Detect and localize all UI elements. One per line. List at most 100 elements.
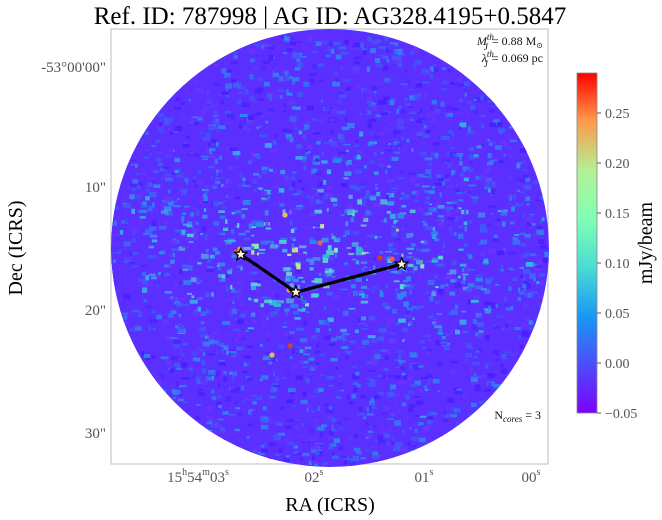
noise-speck: [282, 128, 289, 132]
noise-speck: [145, 357, 151, 361]
noise-speck: [522, 174, 529, 179]
noise-speck: [206, 248, 209, 253]
noise-speck: [474, 386, 481, 392]
noise-speck: [361, 316, 366, 321]
noise-speck: [197, 117, 203, 121]
noise-speck: [305, 311, 310, 313]
noise-speck: [422, 185, 430, 188]
noise-speck: [352, 463, 357, 467]
noise-speck: [286, 92, 293, 96]
noise-speck: [524, 233, 531, 238]
noise-speck: [507, 308, 510, 312]
noise-speck: [132, 309, 140, 313]
noise-speck: [525, 252, 529, 257]
noise-speck: [427, 383, 431, 387]
noise-speck: [181, 170, 186, 174]
noise-speck: [202, 137, 210, 141]
noise-speck: [521, 253, 528, 258]
noise-speck: [192, 374, 196, 380]
noise-speck: [156, 151, 164, 154]
noise-speck: [314, 350, 321, 354]
noise-speck: [389, 97, 395, 101]
noise-speck: [519, 344, 524, 349]
noise-speck: [480, 123, 485, 129]
noise-speck: [308, 72, 317, 77]
noise-speck: [207, 259, 211, 263]
noise-speck: [290, 261, 295, 265]
noise-speck: [359, 185, 365, 188]
noise-speck: [246, 377, 253, 381]
noise-speck: [409, 51, 415, 54]
noise-speck: [268, 361, 273, 365]
noise-speck: [386, 348, 391, 354]
noise-speck: [372, 454, 380, 459]
noise-speck: [287, 129, 293, 133]
noise-speck: [302, 105, 309, 108]
noise-speck: [275, 420, 282, 424]
noise-speck: [198, 169, 201, 174]
noise-speck: [429, 414, 434, 420]
noise-speck: [463, 221, 468, 226]
noise-speck: [342, 200, 349, 202]
noise-speck: [283, 52, 288, 54]
noise-speck: [266, 339, 271, 342]
noise-speck: [250, 395, 258, 397]
noise-speck: [282, 38, 287, 41]
noise-speck: [318, 387, 324, 393]
noise-speck: [196, 347, 202, 350]
noise-speck: [427, 338, 433, 342]
noise-speck: [214, 126, 219, 130]
noise-speck: [213, 64, 221, 67]
noise-speck: [367, 142, 375, 146]
noise-speck: [505, 305, 514, 311]
noise-speck: [142, 329, 145, 332]
noise-speck: [138, 209, 147, 213]
noise-speck: [488, 205, 497, 208]
noise-speck: [295, 268, 302, 274]
noise-speck: [419, 141, 427, 144]
noise-speck: [482, 143, 485, 146]
noise-speck: [157, 379, 162, 385]
noise-speck: [330, 459, 334, 463]
noise-speck: [139, 216, 146, 219]
noise-speck: [168, 367, 172, 370]
noise-speck: [525, 196, 531, 201]
noise-speck: [340, 65, 343, 70]
noise-speck: [261, 43, 268, 48]
noise-speck: [371, 354, 377, 356]
noise-speck: [304, 139, 307, 141]
noise-speck: [424, 385, 428, 391]
ncores-sub: cores: [503, 414, 523, 424]
noise-speck: [181, 362, 188, 368]
noise-speck: [360, 196, 367, 202]
noise-speck: [421, 81, 430, 84]
noise-speck: [313, 129, 316, 133]
noise-speck: [356, 247, 364, 253]
noise-speck: [447, 398, 454, 403]
noise-speck: [424, 334, 431, 338]
noise-speck: [500, 264, 504, 270]
noise-speck: [341, 346, 349, 350]
noise-speck: [406, 256, 414, 259]
noise-speck: [334, 73, 339, 77]
noise-speck: [397, 48, 403, 55]
noise-speck: [267, 125, 273, 128]
noise-speck: [250, 114, 255, 117]
noise-speck: [256, 125, 262, 128]
noise-speck: [148, 273, 156, 277]
noise-speck: [375, 236, 383, 238]
noise-speck: [118, 249, 122, 254]
noise-speck: [171, 397, 176, 401]
noise-speck: [337, 309, 341, 311]
noise-speck: [512, 277, 518, 282]
noise-speck: [335, 237, 341, 242]
noise-speck: [350, 184, 358, 189]
noise-speck: [401, 372, 406, 376]
noise-speck: [183, 279, 192, 285]
noise-speck: [156, 157, 161, 162]
noise-speck: [438, 136, 442, 139]
noise-speck: [338, 211, 342, 214]
noise-speck: [260, 445, 265, 448]
noise-speck: [520, 243, 527, 247]
noise-speck: [408, 252, 413, 255]
